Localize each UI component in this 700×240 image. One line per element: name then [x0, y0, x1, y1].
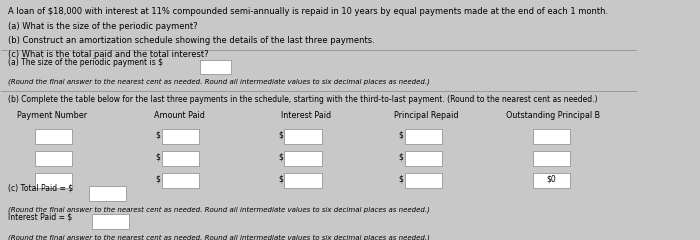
Text: Interest Paid: Interest Paid [281, 111, 331, 120]
FancyBboxPatch shape [533, 174, 570, 188]
Text: Principal Repaid: Principal Repaid [394, 111, 458, 120]
FancyBboxPatch shape [405, 151, 442, 166]
FancyBboxPatch shape [284, 129, 321, 144]
Text: $: $ [155, 130, 160, 139]
Text: Outstanding Principal B: Outstanding Principal B [506, 111, 600, 120]
Text: (Round the final answer to the nearest cent as needed. Round all intermediate va: (Round the final answer to the nearest c… [8, 206, 430, 213]
FancyBboxPatch shape [200, 60, 231, 74]
FancyBboxPatch shape [35, 129, 72, 144]
Text: Amount Paid: Amount Paid [153, 111, 204, 120]
FancyBboxPatch shape [92, 214, 130, 229]
FancyBboxPatch shape [89, 186, 126, 201]
FancyBboxPatch shape [35, 151, 72, 166]
Text: $: $ [278, 130, 283, 139]
Text: (a) The size of the periodic payment is $: (a) The size of the periodic payment is … [8, 58, 162, 67]
Text: (Round the final answer to the nearest cent as needed. Round all intermediate va: (Round the final answer to the nearest c… [8, 235, 430, 240]
FancyBboxPatch shape [533, 151, 570, 166]
Text: (Round the final answer to the nearest cent as needed. Round all intermediate va: (Round the final answer to the nearest c… [8, 78, 430, 85]
Text: Payment Number: Payment Number [17, 111, 88, 120]
Text: $: $ [278, 152, 283, 161]
Text: $: $ [398, 175, 403, 184]
FancyBboxPatch shape [405, 129, 442, 144]
Text: A loan of $18,000 with interest at 11% compounded semi-annually is repaid in 10 : A loan of $18,000 with interest at 11% c… [8, 7, 608, 17]
Text: $: $ [278, 175, 283, 184]
Text: $: $ [398, 130, 403, 139]
FancyBboxPatch shape [405, 174, 442, 188]
FancyBboxPatch shape [162, 174, 200, 188]
Text: $: $ [155, 152, 160, 161]
Text: $: $ [398, 152, 403, 161]
FancyBboxPatch shape [284, 151, 321, 166]
Text: (b) Construct an amortization schedule showing the details of the last three pay: (b) Construct an amortization schedule s… [8, 36, 374, 45]
Text: $0: $0 [547, 175, 556, 184]
FancyBboxPatch shape [162, 129, 200, 144]
Text: (c) Total Paid = $: (c) Total Paid = $ [8, 184, 73, 193]
Text: Interest Paid = $: Interest Paid = $ [8, 212, 72, 221]
Text: (a) What is the size of the periodic payment?: (a) What is the size of the periodic pay… [8, 22, 197, 31]
FancyBboxPatch shape [35, 174, 72, 188]
FancyBboxPatch shape [533, 129, 570, 144]
FancyBboxPatch shape [284, 174, 321, 188]
FancyBboxPatch shape [162, 151, 200, 166]
Text: (c) What is the total paid and the total interest?: (c) What is the total paid and the total… [8, 50, 209, 59]
Text: $: $ [155, 175, 160, 184]
Text: (b) Complete the table below for the last three payments in the schedule, starti: (b) Complete the table below for the las… [8, 95, 597, 104]
